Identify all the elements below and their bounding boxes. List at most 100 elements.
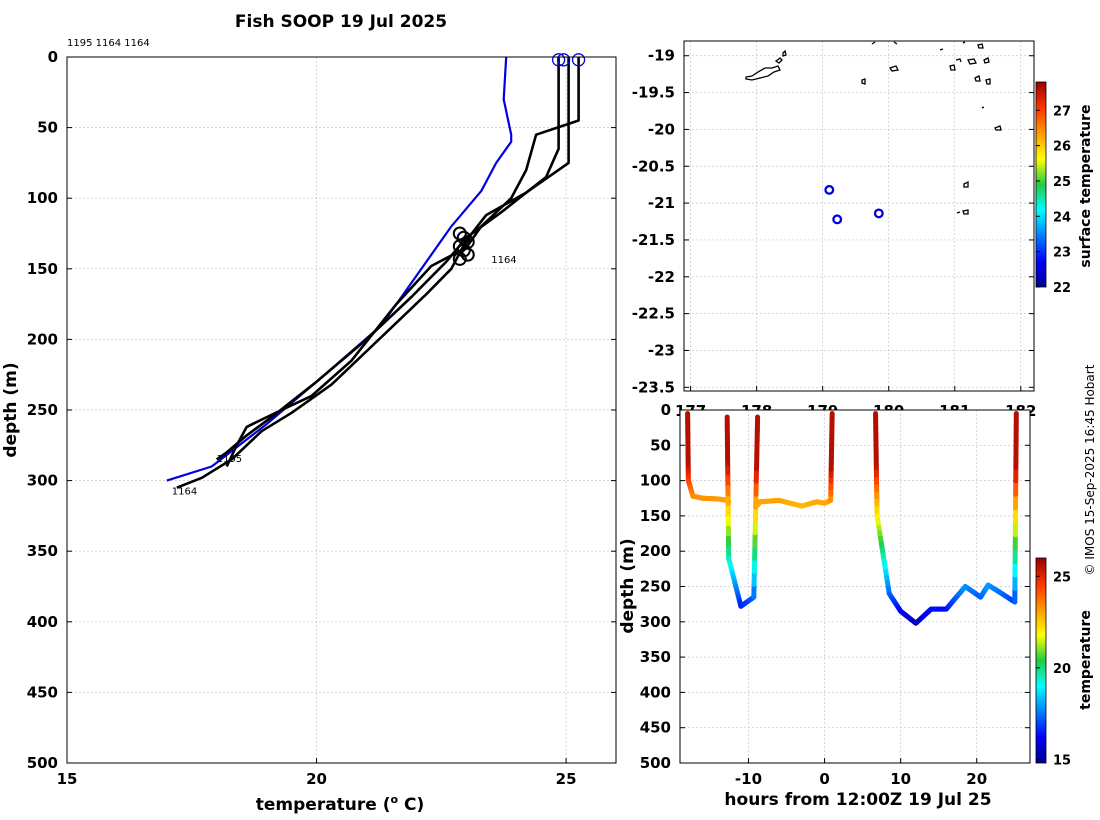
map-plot-frame: [683, 40, 1035, 392]
section-casts: [685, 411, 1019, 626]
section-y-tick-label: 50: [650, 436, 671, 454]
profile-cluster-mark: [452, 251, 467, 266]
map-colorbar-tick-label: 25: [1053, 175, 1071, 190]
map-colorbar-tick-label: 26: [1053, 140, 1071, 155]
temperature-colorbar-label: temperature: [1078, 610, 1094, 710]
profile-header-ids: 1195 1164 1164: [67, 38, 150, 49]
section-grid: [680, 409, 1030, 764]
profile-plot: 1164 1195 1164 0 50 100 150 200 250 300 350 400 450…: [1, 12, 617, 815]
profile-y-tick-label: 50: [37, 119, 58, 137]
section-y-tick-label: 350: [640, 648, 671, 666]
surface-marker: [551, 53, 566, 67]
island-coast: [962, 41, 966, 44]
section-colorbar-tick-label: 25: [1053, 570, 1071, 585]
profile-line-1164: [225, 57, 580, 468]
island-coast: [963, 180, 969, 188]
surface-temperature-colorbar-label: surface temperature: [1078, 104, 1094, 267]
section-colorbar-tick-label: 15: [1053, 753, 1071, 768]
section-y-tick-label: 200: [640, 542, 671, 560]
profile-cluster-mark: [460, 247, 475, 262]
surface-marker: [556, 53, 571, 67]
section-x-tick-label: -10: [735, 770, 762, 788]
island-coast: [888, 65, 899, 72]
profile-y-tick-label: 250: [27, 401, 58, 419]
credit-text: © IMOS 15-Sep-2025 16:45 Hobart: [1083, 364, 1097, 575]
island-coast: [774, 57, 783, 64]
map-lat-tick-label: -21: [648, 194, 675, 212]
map-colorbar-tick-label: 22: [1053, 281, 1071, 296]
section-x-label: hours from 12:00Z 19 Jul 25: [724, 790, 991, 810]
island-coast: [985, 78, 991, 85]
profile-cluster-mark: [456, 243, 471, 258]
profile-line-1195: [215, 57, 560, 461]
map-plot: -19 -19.5 -20 -20.5 -21 -21.5 -22 -22.5 -23 -23.5…: [632, 40, 1094, 420]
section-ticks: 0 50 100 150 200 250 300 350 400 450 500 -10 0 10 20: [640, 401, 1030, 788]
profile-y-tick-label: 0: [48, 48, 58, 66]
island-coast: [977, 43, 984, 49]
profile-y-label: depth (m): [1, 362, 21, 457]
profile-x-tick-label: 25: [556, 770, 577, 788]
island-coast: [956, 211, 961, 214]
map-lat-tick-label: -22: [648, 268, 675, 286]
map-colorbar-tick-label: 23: [1053, 246, 1071, 261]
profile-y-tick-label: 400: [27, 613, 58, 631]
profile-y-tick-label: 100: [27, 189, 58, 207]
map-lat-tick-label: -23.5: [632, 378, 675, 396]
xbt-drop-location: [832, 214, 843, 225]
island-coast: [967, 58, 977, 65]
island-coast: [782, 49, 787, 57]
temperature-colorbar-ticks: 15 20 25: [1036, 570, 1071, 768]
section-plot: 0 50 100 150 200 250 300 350 400 450 500 -10 0 10 20 h…: [618, 401, 1094, 810]
xbt-drop-location: [824, 184, 835, 195]
section-colorbar-tick-label: 20: [1053, 662, 1071, 677]
island-coast: [949, 64, 956, 71]
profile-annotation: 1164: [491, 255, 516, 266]
profile-y-tick-label: 450: [27, 683, 58, 701]
profile-series: 1164 1195 1164: [166, 53, 586, 497]
section-y-tick-label: 300: [640, 613, 671, 631]
map-lat-tick-label: -21.5: [632, 231, 675, 249]
surface-temperature-colorbar: [1035, 81, 1047, 288]
profile-y-tick-label: 150: [27, 260, 58, 278]
section-y-tick-label: 500: [640, 754, 671, 772]
section-y-tick-label: 250: [640, 578, 671, 596]
section-y-tick-label: 150: [640, 507, 671, 525]
profile-annotation: 1195: [217, 454, 242, 465]
map-lat-tick-label: -20: [648, 120, 675, 138]
island-coast: [939, 48, 944, 51]
profile-y-tick-label: 350: [27, 542, 58, 560]
profile-x-label-text: temperature (: [256, 795, 391, 815]
map-colorbar-tick-label: 24: [1053, 210, 1071, 225]
island-coast: [745, 65, 781, 81]
profile-annotation: 1164: [172, 486, 197, 497]
island-coast: [861, 78, 866, 85]
map-lat-tick-label: -22.5: [632, 305, 675, 323]
map-lat-tick-label: -23: [648, 341, 675, 359]
map-colorbar-tick-label: 27: [1053, 104, 1071, 119]
map-points: [824, 184, 884, 225]
profile-plot-area: [67, 57, 616, 763]
map-lat-tick-label: -19: [648, 47, 675, 65]
island-coast: [962, 209, 969, 215]
profile-x-label-degree: o: [391, 793, 399, 806]
island-coast: [871, 41, 876, 45]
profile-x-tick-label: 15: [57, 770, 78, 788]
xbt-drop-location: [873, 208, 884, 219]
surface-marker: [571, 53, 586, 67]
profile-y-tick-label: 500: [27, 754, 58, 772]
island-coast: [994, 125, 1002, 131]
island-coast: [893, 41, 898, 45]
island-coast: [981, 106, 985, 109]
map-lat-tick-label: -20.5: [632, 157, 675, 175]
profile-x-label: temperature (o C): [256, 793, 425, 815]
profile-title: Fish SOOP 19 Jul 2025: [235, 12, 447, 32]
island-coast: [955, 58, 962, 63]
section-x-tick-label: 20: [966, 770, 987, 788]
section-y-tick-label: 450: [640, 719, 671, 737]
section-y-tick-label: 0: [661, 401, 671, 419]
map-plot-area: [684, 41, 1034, 391]
profile-line-climatology: [166, 56, 513, 482]
section-x-tick-label: 10: [890, 770, 911, 788]
